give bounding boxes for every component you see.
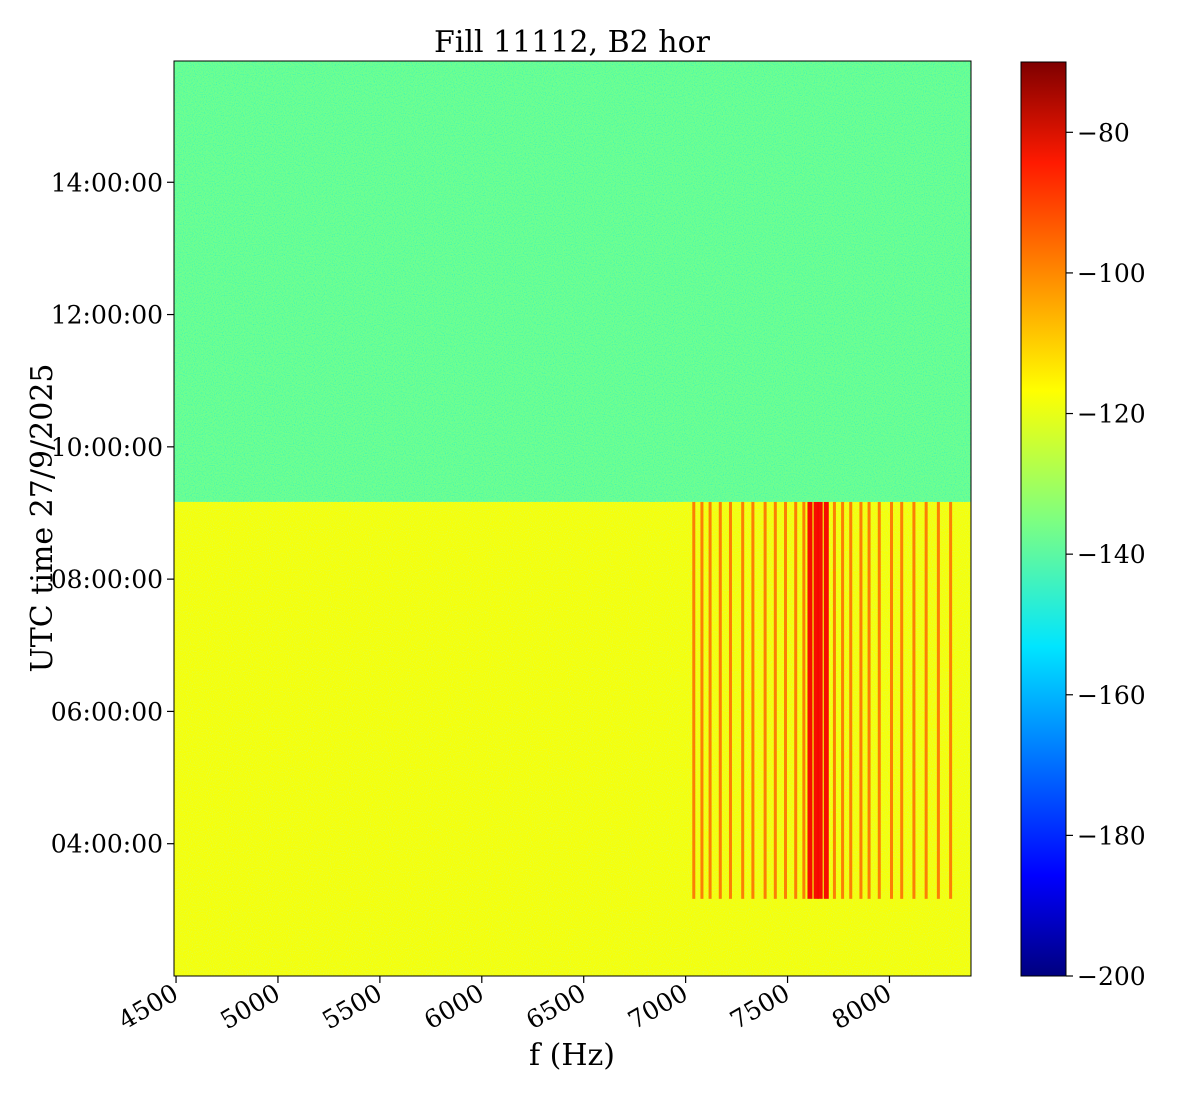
spectral-line	[700, 501, 704, 899]
x-axis: 4500 5000 5500 6000 6500 7000 7500 8000	[113, 976, 896, 1035]
spectral-line	[877, 501, 881, 899]
spectral-line	[849, 501, 853, 899]
spectral-line	[936, 501, 940, 899]
colorbar-tick-label: −180	[1077, 821, 1146, 850]
x-tick-label: 6500	[521, 978, 591, 1035]
spectral-line	[832, 501, 836, 899]
colorbar: −80 −100 −120 −140 −160 −180 −200	[1020, 61, 1146, 991]
y-axis: 04:00:00 06:00:00 08:00:00 10:00:00 12:00:00…	[51, 168, 174, 859]
colorbar-tick-label: −80	[1077, 118, 1130, 147]
spectral-line	[718, 501, 722, 899]
y-axis-title: UTC time 27/9/2025	[25, 364, 60, 673]
spectral-line	[813, 501, 819, 899]
y-tick-label: 08:00:00	[51, 565, 163, 594]
x-axis-title: f (Hz)	[529, 1038, 615, 1073]
x-tick-label: 7000	[623, 978, 693, 1035]
y-tick-label: 06:00:00	[51, 697, 163, 726]
colorbar-tick-label: −140	[1077, 540, 1146, 569]
spectral-line	[794, 501, 798, 899]
spectral-line	[773, 501, 777, 899]
plot-frame	[173, 60, 972, 977]
spectral-line	[802, 501, 806, 899]
x-tick-label: 8000	[827, 978, 897, 1035]
spectral-line	[912, 501, 916, 899]
spectral-line	[728, 501, 732, 899]
spectral-line	[751, 501, 755, 899]
spectral-line	[841, 501, 845, 899]
spectral-line	[900, 501, 904, 899]
spectral-line	[890, 501, 894, 899]
spectral-line	[823, 501, 829, 899]
spectral-line	[949, 501, 953, 899]
colorbar-tick-label: −120	[1077, 400, 1146, 429]
x-tick-label: 5500	[317, 978, 387, 1035]
spectral-line	[708, 501, 712, 899]
y-tick-label: 14:00:00	[51, 168, 163, 197]
spectral-line	[784, 501, 788, 899]
spectral-line	[867, 501, 871, 899]
y-tick-label: 12:00:00	[51, 301, 163, 330]
chart-title: Fill 11112, B2 hor	[434, 25, 711, 60]
colorbar-tick-label: −200	[1077, 962, 1146, 991]
colorbar-tick-label: −100	[1077, 259, 1146, 288]
spectral-line	[807, 501, 813, 899]
y-tick-label: 10:00:00	[51, 433, 163, 462]
spectral-line	[817, 501, 823, 899]
spectral-line	[741, 501, 745, 899]
spectral-line	[692, 501, 696, 899]
spectral-line	[859, 501, 863, 899]
spectral-line	[763, 501, 767, 899]
plot-area	[174, 61, 971, 976]
x-tick-label: 7500	[725, 978, 795, 1035]
colorbar-gradient	[1020, 61, 1067, 977]
spectral-line	[924, 501, 928, 899]
y-tick-label: 04:00:00	[51, 830, 163, 859]
x-tick-label: 6000	[419, 978, 489, 1035]
x-tick-label: 4500	[113, 978, 183, 1035]
spectrogram-noise	[174, 61, 971, 502]
spectrogram-noise	[174, 501, 971, 976]
colorbar-tick-label: −160	[1077, 681, 1146, 710]
x-tick-label: 5000	[215, 978, 285, 1035]
